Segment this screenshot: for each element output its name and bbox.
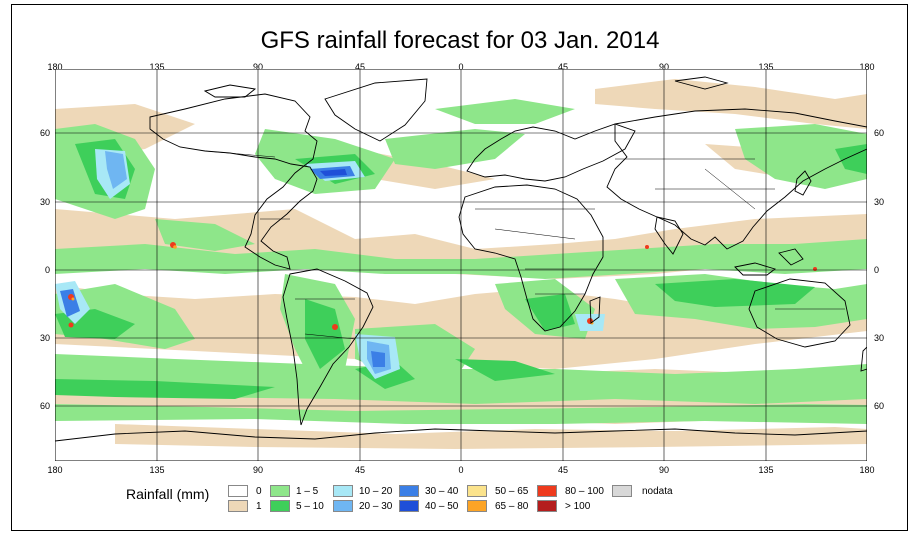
lon-tick-top: 180 <box>859 62 875 72</box>
legend-label: nodata <box>642 486 673 497</box>
rain-20-50mm-areas <box>60 151 391 374</box>
lon-tick-top: 45 <box>354 62 366 72</box>
legend-label: 80 – 100 <box>565 486 604 497</box>
legend-label: 1 <box>256 501 262 512</box>
lat-tick-left: 60 <box>39 401 50 411</box>
legend-swatch-2 <box>270 485 290 497</box>
legend-swatch-10 <box>537 485 557 497</box>
legend-label: 5 – 10 <box>296 501 324 512</box>
lon-tick-bottom: 90 <box>252 465 264 475</box>
legend-swatch-9 <box>467 500 487 512</box>
lon-tick-top: 135 <box>758 62 774 72</box>
lon-tick-top: 90 <box>658 62 670 72</box>
legend-label: 65 – 80 <box>495 501 529 512</box>
legend-swatch-1 <box>228 500 248 512</box>
lat-tick-left: 0 <box>44 265 50 275</box>
legend-title: Rainfall (mm) <box>126 486 210 502</box>
lon-tick-top: 90 <box>252 62 264 72</box>
lon-tick-top: 180 <box>47 62 63 72</box>
lon-tick-bottom: 180 <box>47 465 63 475</box>
lon-tick-top: 0 <box>458 62 464 72</box>
legend-label: 0 <box>256 486 262 497</box>
legend-swatch-12 <box>612 485 632 497</box>
lon-tick-bottom: 135 <box>149 465 165 475</box>
legend-label: 20 – 30 <box>359 501 393 512</box>
lat-tick-left: 30 <box>39 333 50 343</box>
lon-tick-bottom: 45 <box>354 465 366 475</box>
legend-label: 30 – 40 <box>425 486 459 497</box>
legend-label: 1 – 5 <box>296 486 319 497</box>
lat-tick-right: 0 <box>874 265 880 275</box>
lat-tick-right: 30 <box>874 197 885 207</box>
map-title: GFS rainfall forecast for 03 Jan. 2014 <box>260 27 660 54</box>
legend-swatch-5 <box>333 500 353 512</box>
lon-tick-bottom: 90 <box>658 465 670 475</box>
legend-swatch-6 <box>399 485 419 497</box>
country-borders <box>204 150 845 340</box>
legend-swatch-7 <box>399 500 419 512</box>
lat-tick-right: 60 <box>874 128 885 138</box>
lon-tick-bottom: 0 <box>458 465 464 475</box>
lon-tick-top: 135 <box>149 62 165 72</box>
legend-swatch-8 <box>467 485 487 497</box>
coastlines <box>55 76 867 442</box>
legend-label: 40 – 50 <box>425 501 459 512</box>
legend-swatch-11 <box>537 500 557 512</box>
legend-swatch-0 <box>228 485 248 497</box>
rainfall-map <box>55 69 867 461</box>
legend-label: 10 – 20 <box>359 486 393 497</box>
lon-tick-bottom: 180 <box>859 465 875 475</box>
legend-swatch-4 <box>333 485 353 497</box>
lat-tick-left: 30 <box>39 197 50 207</box>
legend-swatch-3 <box>270 500 290 512</box>
graticule <box>55 69 867 461</box>
lat-tick-left: 60 <box>39 128 50 138</box>
lat-tick-right: 30 <box>874 333 885 343</box>
lon-tick-top: 45 <box>557 62 569 72</box>
legend-label: 50 – 65 <box>495 486 529 497</box>
lat-tick-right: 60 <box>874 401 885 411</box>
lon-tick-bottom: 45 <box>557 465 569 475</box>
lon-tick-bottom: 135 <box>758 465 774 475</box>
legend-label: > 100 <box>565 501 591 512</box>
